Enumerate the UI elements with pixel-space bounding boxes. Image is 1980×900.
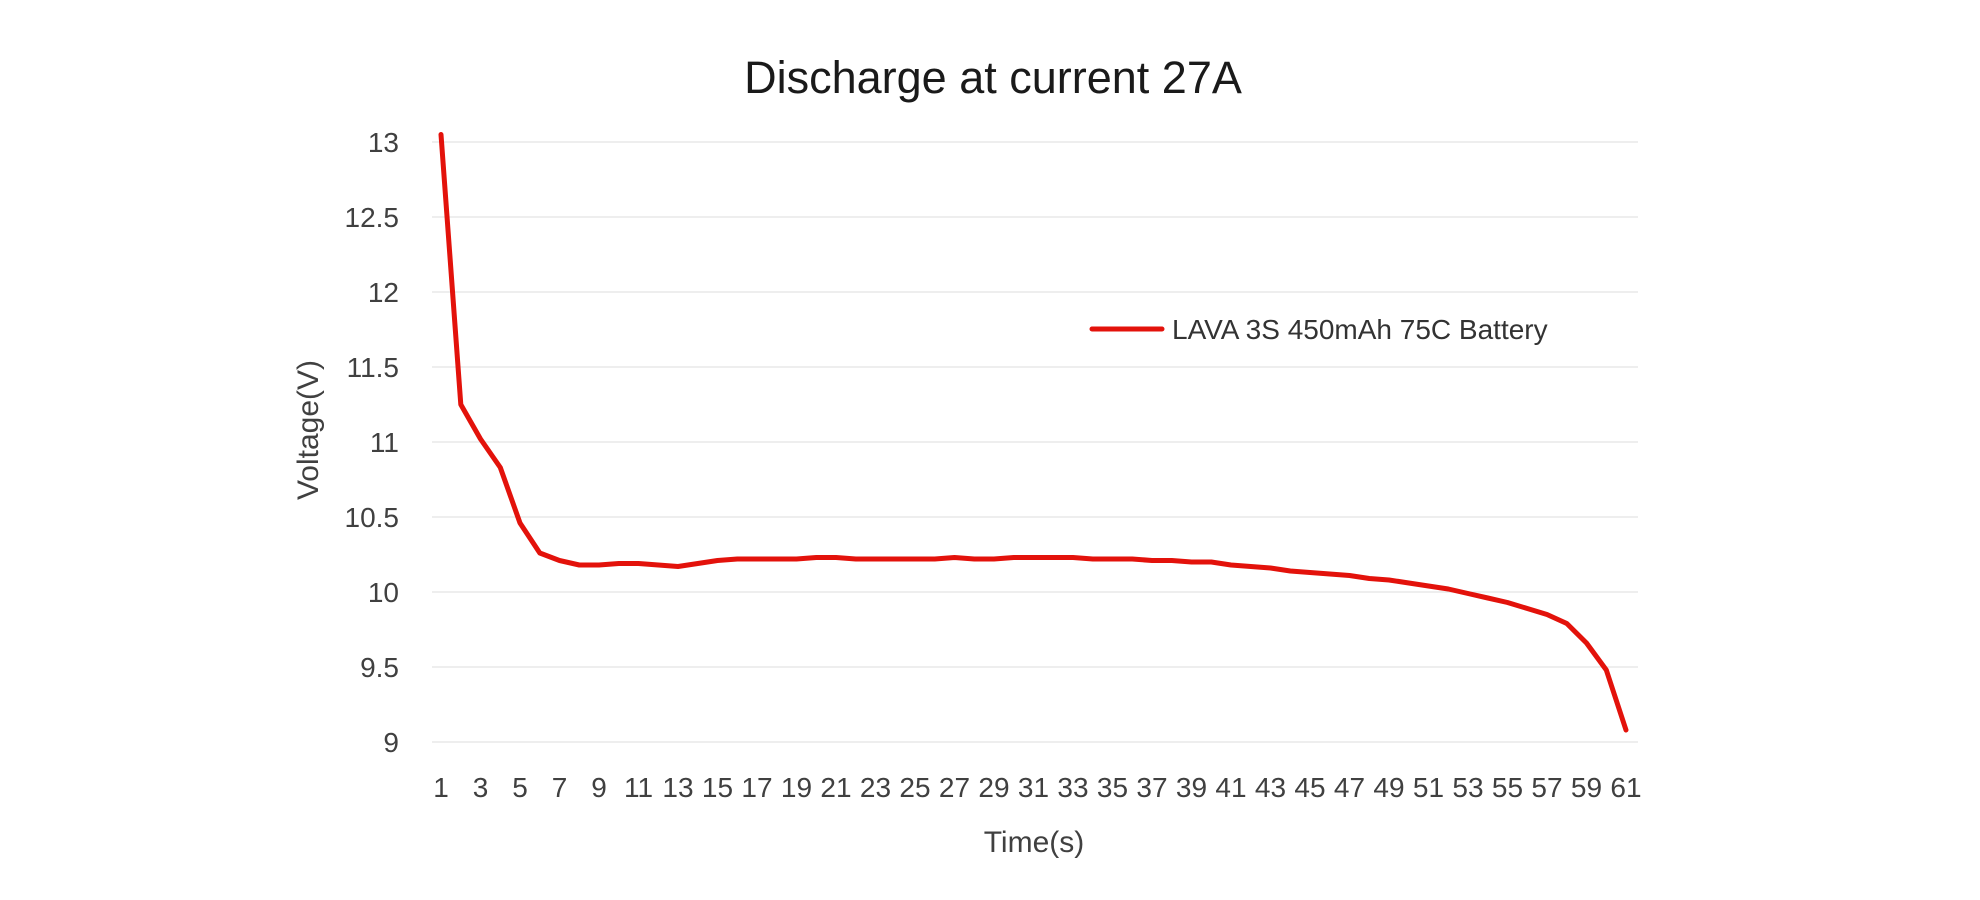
y-tick-label: 11 (370, 427, 399, 458)
x-tick-label: 13 (662, 772, 693, 803)
x-tick-label: 37 (1136, 772, 1167, 803)
x-tick-label: 9 (591, 772, 607, 803)
x-tick-label: 43 (1255, 772, 1286, 803)
x-tick-label: 51 (1413, 772, 1444, 803)
x-tick-label: 19 (781, 772, 812, 803)
y-tick-label: 13 (368, 127, 399, 158)
x-tick-label: 31 (1018, 772, 1049, 803)
x-tick-label: 3 (473, 772, 489, 803)
x-tick-label: 49 (1373, 772, 1404, 803)
x-tick-label: 61 (1610, 772, 1641, 803)
x-tick-label: 17 (741, 772, 772, 803)
x-tick-label: 5 (512, 772, 528, 803)
y-axis-title: Voltage(V) (292, 360, 325, 500)
chart-title: Discharge at current 27A (744, 52, 1242, 103)
x-tick-label: 41 (1215, 772, 1246, 803)
x-tick-label: 7 (552, 772, 568, 803)
x-tick-label: 1 (433, 772, 449, 803)
x-tick-label: 39 (1176, 772, 1207, 803)
x-tick-label: 29 (978, 772, 1009, 803)
x-tick-label: 33 (1057, 772, 1088, 803)
y-tick-label: 12.5 (345, 202, 400, 233)
x-tick-label: 21 (820, 772, 851, 803)
x-axis-title: Time(s) (984, 826, 1085, 859)
x-tick-label: 25 (899, 772, 930, 803)
legend: LAVA 3S 450mAh 75C Battery (1089, 314, 1548, 345)
x-tick-label: 57 (1531, 772, 1562, 803)
x-tick-label: 45 (1294, 772, 1325, 803)
y-tick-label: 9 (383, 727, 399, 758)
y-tick-label: 10 (368, 577, 399, 608)
x-tick-label: 27 (939, 772, 970, 803)
x-axis-ticks: 1 3 5 7 9 11 13 15 17 19 21 23 25 27 29 31 33 35 37 39 41 43 4… (433, 772, 1641, 803)
x-tick-label: 11 (624, 772, 653, 803)
x-tick-label: 55 (1492, 772, 1523, 803)
gridlines (432, 141, 1638, 743)
y-tick-label: 11.5 (347, 352, 399, 383)
series-line (438, 132, 1629, 733)
x-tick-label: 35 (1097, 772, 1128, 803)
legend-label: LAVA 3S 450mAh 75C Battery (1172, 314, 1548, 345)
y-tick-label: 9.5 (360, 652, 399, 683)
x-tick-label: 23 (860, 772, 891, 803)
x-tick-label: 59 (1571, 772, 1602, 803)
y-axis-ticks: 13 12.5 12 11.5 11 10.5 10 9.5 9 (345, 127, 400, 758)
series-group (438, 132, 1629, 733)
y-tick-label: 12 (368, 277, 399, 308)
x-tick-label: 53 (1452, 772, 1483, 803)
x-tick-label: 47 (1334, 772, 1365, 803)
y-tick-label: 10.5 (345, 502, 400, 533)
x-tick-label: 15 (702, 772, 733, 803)
